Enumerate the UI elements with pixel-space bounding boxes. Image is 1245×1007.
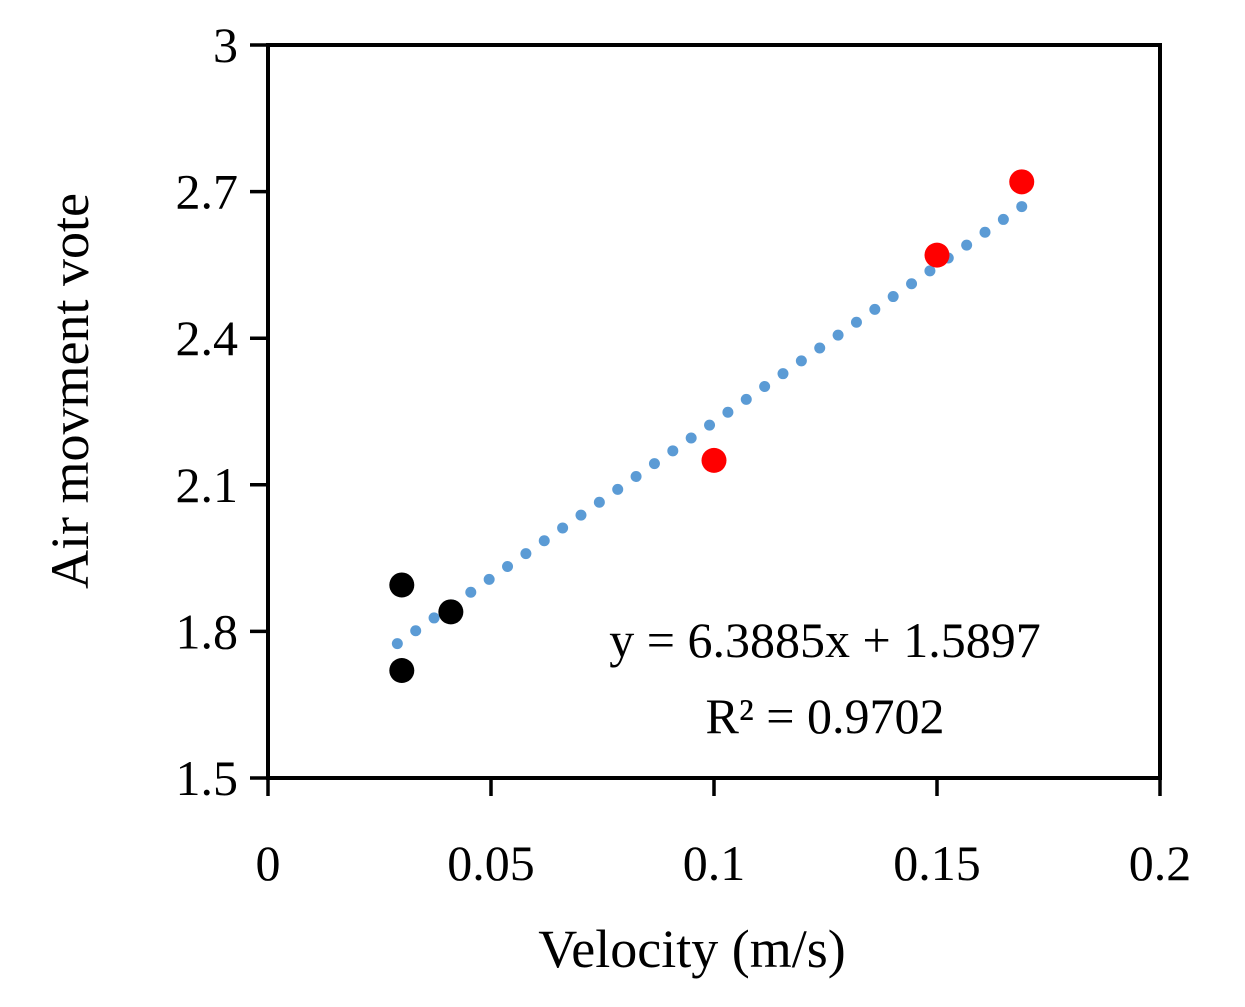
trendline-dot xyxy=(391,638,403,650)
trendline-dot xyxy=(483,573,495,585)
y-tick-label: 2.1 xyxy=(176,457,239,513)
trendline-dot xyxy=(777,368,789,380)
plot-area-border xyxy=(266,43,1162,780)
trendline-dot xyxy=(814,342,826,354)
y-tick-label: 1.5 xyxy=(176,750,239,806)
y-axis-ticks: 1.5 1.8 2.1 2.4 2.7 3 xyxy=(176,17,268,806)
trendline-dot xyxy=(906,278,918,290)
data-point xyxy=(438,599,464,625)
trendline-dot xyxy=(924,265,936,277)
x-tick-label: 0.1 xyxy=(683,835,746,891)
trendline-r-squared: R² = 0.9702 xyxy=(705,688,944,744)
trendline-dot xyxy=(850,316,862,328)
data-point xyxy=(389,657,415,683)
trendline-dot xyxy=(704,419,716,431)
trendline-dot xyxy=(1016,201,1028,213)
y-tick-label: 2.4 xyxy=(176,310,239,366)
x-axis-ticks: 0 0.05 0.1 0.15 0.2 xyxy=(256,778,1192,891)
y-tick-label: 1.8 xyxy=(176,603,239,659)
y-axis-title: Air movment vote xyxy=(40,193,100,589)
data-points xyxy=(389,169,1035,683)
trendline-dot xyxy=(997,213,1009,225)
trendline-dot xyxy=(520,548,532,560)
trendline xyxy=(391,201,1028,650)
x-tick-label: 0.2 xyxy=(1129,835,1192,891)
x-tick-label: 0.15 xyxy=(893,835,981,891)
trendline-dot xyxy=(979,226,991,238)
data-point xyxy=(924,242,950,268)
trendline-dot xyxy=(648,458,660,470)
data-point xyxy=(1009,169,1035,195)
y-tick-label: 3 xyxy=(213,17,238,73)
x-axis-title: Velocity (m/s) xyxy=(538,919,845,979)
y-tick-label: 2.7 xyxy=(176,164,239,220)
trendline-dot xyxy=(759,381,771,393)
trendline-dot xyxy=(722,406,734,418)
trendline-dot xyxy=(832,329,844,341)
trendline-dot xyxy=(410,625,422,637)
trendline-dot xyxy=(887,291,899,303)
trendline-dot xyxy=(685,432,697,444)
trendline-dot xyxy=(538,535,550,547)
trendline-dot xyxy=(465,586,477,598)
trendline-dot xyxy=(869,303,881,315)
trendline-dot xyxy=(502,561,514,573)
trendline-dot xyxy=(593,496,605,508)
trendline-dot xyxy=(667,445,679,457)
x-tick-label: 0.05 xyxy=(447,835,535,891)
trendline-dot xyxy=(630,471,642,483)
trendline-dot xyxy=(575,509,587,521)
trendline-dot xyxy=(961,239,973,251)
trendline-dot xyxy=(740,393,752,405)
data-point xyxy=(389,572,415,598)
trendline-dot xyxy=(612,483,624,495)
x-tick-label: 0 xyxy=(256,835,281,891)
trendline-dot xyxy=(795,355,807,367)
trendline-equation: y = 6.3885x + 1.5897 xyxy=(609,612,1040,668)
data-point xyxy=(701,447,727,473)
trendline-dot xyxy=(428,612,440,624)
trendline-dot xyxy=(557,522,569,534)
